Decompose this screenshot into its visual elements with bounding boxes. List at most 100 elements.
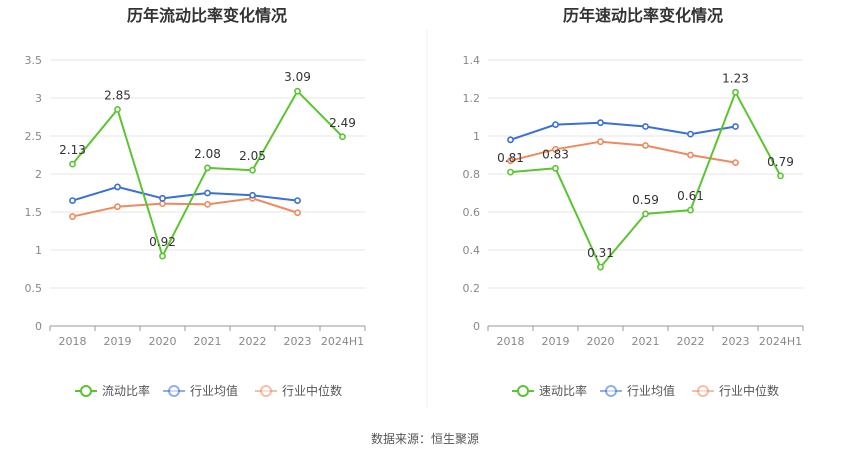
- y-tick-label: 2: [35, 168, 42, 181]
- data-point: [294, 209, 301, 217]
- data-label: 0.61: [677, 189, 704, 203]
- x-tick-label: 2020: [587, 335, 615, 348]
- x-tick-label: 2024H1: [321, 335, 364, 348]
- x-tick-label: 2022: [677, 335, 705, 348]
- x-tick-label: 2021: [194, 335, 222, 348]
- data-point: [159, 252, 166, 260]
- x-tick-label: 2020: [149, 335, 177, 348]
- data-point: [687, 206, 694, 214]
- data-label: 2.13: [59, 143, 86, 157]
- series-line: [510, 121, 736, 141]
- legend-marker: [697, 385, 709, 397]
- data-point: [204, 200, 211, 208]
- legend-item[interactable]: 行业均值: [600, 383, 675, 398]
- y-tick-label: 1: [473, 130, 480, 143]
- data-point: [204, 189, 211, 197]
- legend-item[interactable]: 流动比率: [75, 383, 150, 398]
- legend-marker: [80, 385, 92, 397]
- data-point: [114, 183, 121, 191]
- y-tick-label: 1.2: [463, 92, 481, 105]
- data-point: [732, 159, 739, 166]
- data-point: [249, 166, 256, 174]
- y-tick-label: 0.4: [463, 244, 481, 257]
- series-line: [510, 91, 782, 269]
- data-point: [732, 123, 739, 130]
- data-point: [687, 151, 694, 159]
- x-tick-label: 2024H1: [759, 335, 802, 348]
- x-tick-label: 2019: [542, 335, 570, 348]
- y-tick-label: 0.8: [463, 168, 481, 181]
- data-point: [294, 87, 301, 95]
- data-point: [732, 88, 739, 96]
- data-point: [249, 191, 256, 199]
- data-point: [642, 210, 649, 218]
- data-label: 2.85: [104, 88, 131, 102]
- data-point: [642, 123, 649, 130]
- data-point: [597, 119, 604, 127]
- y-tick-label: 2.5: [25, 130, 43, 143]
- y-tick-label: 3: [35, 92, 42, 105]
- data-point: [687, 130, 694, 138]
- legend-label: 行业中位数: [719, 383, 779, 398]
- legend-item[interactable]: 速动比率: [512, 383, 587, 398]
- data-source: 数据来源：恒生聚源: [371, 431, 479, 446]
- data-point: [507, 168, 514, 176]
- data-point: [777, 172, 784, 180]
- data-label: 0.59: [632, 193, 659, 207]
- data-point: [294, 197, 301, 204]
- current-ratio-chart: 历年流动比率变化情况 0 0.5 1 1.5 2 2.5 3 3.5 2018 2019 2020 20…: [25, 6, 366, 398]
- data-label: 0.83: [542, 147, 569, 161]
- data-label: 0.79: [767, 155, 794, 169]
- x-tick-label: 2021: [632, 335, 660, 348]
- chart-title: 历年速动比率变化情况: [563, 6, 723, 25]
- legend-item[interactable]: 行业均值: [163, 383, 238, 398]
- legend-item[interactable]: 行业中位数: [255, 383, 342, 398]
- data-point: [204, 164, 211, 172]
- y-tick-label: 0.2: [463, 282, 481, 295]
- x-tick-label: 2023: [284, 335, 312, 348]
- y-tick-label: 3.5: [25, 54, 43, 67]
- data-point: [69, 213, 76, 220]
- data-label: 0.92: [149, 235, 176, 249]
- data-point: [597, 138, 604, 146]
- data-point: [552, 121, 559, 128]
- data-label: 0.81: [497, 151, 524, 165]
- data-label: 3.09: [284, 70, 311, 84]
- x-tick-label: 2018: [59, 335, 87, 348]
- data-label: 2.05: [239, 149, 266, 163]
- y-tick-label: 1.5: [25, 206, 43, 219]
- legend-label: 流动比率: [102, 383, 150, 398]
- y-tick-label: 0.6: [463, 206, 481, 219]
- legend-label: 行业中位数: [282, 383, 342, 398]
- data-point: [507, 157, 514, 165]
- series-line: [72, 197, 298, 218]
- y-tick-label: 1: [35, 244, 42, 257]
- data-point: [69, 160, 76, 168]
- data-point: [114, 106, 121, 113]
- data-point: [114, 203, 121, 211]
- chart-title: 历年流动比率变化情况: [127, 6, 287, 25]
- y-tick-label: 0: [473, 320, 480, 333]
- y-tick-label: 0: [35, 320, 42, 333]
- x-tick-label: 2023: [722, 335, 750, 348]
- x-tick-label: 2018: [497, 335, 525, 348]
- data-label: 2.49: [329, 116, 356, 130]
- data-point: [552, 164, 559, 172]
- y-tick-label: 0.5: [25, 282, 43, 295]
- legend-marker: [605, 385, 617, 397]
- data-point: [69, 197, 76, 204]
- data-label: 2.08: [194, 147, 221, 161]
- data-point: [597, 263, 604, 271]
- data-point: [552, 145, 559, 153]
- legend-marker: [260, 385, 272, 397]
- y-tick-label: 1.4: [463, 54, 481, 67]
- legend-item[interactable]: 行业中位数: [692, 383, 779, 398]
- data-point: [339, 133, 346, 141]
- legend-label: 行业均值: [190, 383, 238, 398]
- data-label: 0.31: [587, 246, 614, 260]
- x-tick-label: 2022: [239, 335, 267, 348]
- legend-label: 行业均值: [627, 383, 675, 398]
- legend-marker: [168, 385, 180, 397]
